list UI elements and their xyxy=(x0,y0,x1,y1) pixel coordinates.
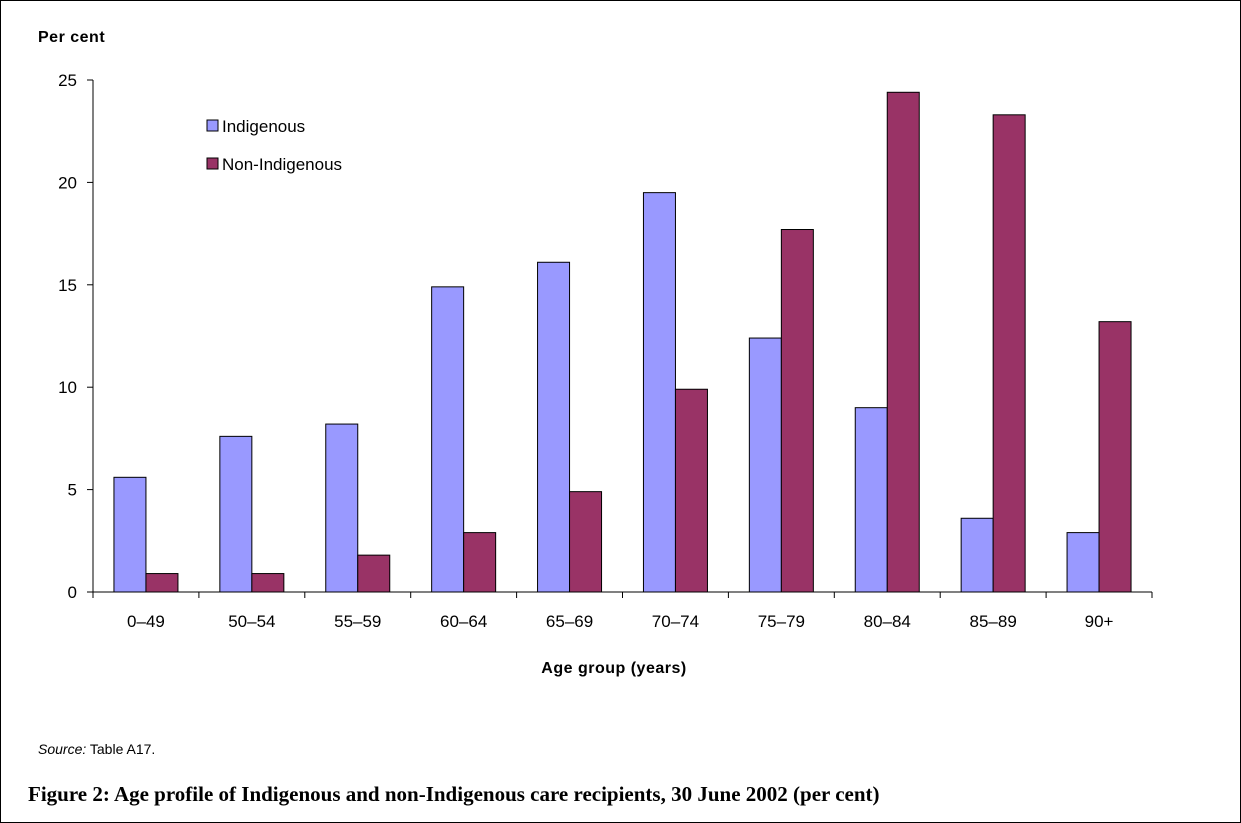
bar-non-indigenous-7 xyxy=(886,91,920,593)
bar-indigenous-3 xyxy=(431,286,465,593)
bar-non-indigenous-6 xyxy=(780,229,814,593)
bar-indigenous-1 xyxy=(219,435,253,593)
x-tick-label: 60–64 xyxy=(440,612,487,631)
x-tick-label: 50–54 xyxy=(228,612,275,631)
x-tick-label: 65–69 xyxy=(546,612,593,631)
legend-label: Indigenous xyxy=(222,117,305,136)
bar-indigenous-2 xyxy=(325,423,359,593)
y-tick-label: 15 xyxy=(58,276,77,295)
source-label: Source: xyxy=(38,741,87,757)
x-tick-label: 75–79 xyxy=(758,612,805,631)
y-tick-label: 10 xyxy=(58,378,77,397)
bar-indigenous-5 xyxy=(642,192,676,593)
bar-non-indigenous-0 xyxy=(145,573,179,593)
x-axis-title: Age group (years) xyxy=(541,660,686,677)
bar-non-indigenous-3 xyxy=(463,532,497,593)
bar-indigenous-6 xyxy=(748,337,782,593)
bar-indigenous-4 xyxy=(537,261,571,593)
x-tick-label: 80–84 xyxy=(864,612,911,631)
bar-non-indigenous-5 xyxy=(674,388,708,593)
legend-swatch xyxy=(206,119,219,132)
bar-non-indigenous-1 xyxy=(251,573,285,593)
bar-indigenous-9 xyxy=(1066,532,1100,593)
x-tick-label: 85–89 xyxy=(970,612,1017,631)
figure-caption: Figure 2: Age profile of Indigenous and … xyxy=(28,782,880,806)
legend: Indigenous Non-Indigenous xyxy=(206,117,342,174)
y-axis: 0 5 10 15 20 25 xyxy=(58,71,94,602)
legend-label: Non-Indigenous xyxy=(222,155,342,174)
legend-swatch xyxy=(206,157,219,170)
bar-non-indigenous-2 xyxy=(357,554,391,593)
bar-non-indigenous-9 xyxy=(1098,321,1132,593)
y-tick-label: 0 xyxy=(68,583,77,602)
y-axis-title: Per cent xyxy=(38,29,105,46)
x-tick-label: 55–59 xyxy=(334,612,381,631)
y-tick-label: 25 xyxy=(58,71,77,90)
y-tick-label: 5 xyxy=(68,481,77,500)
bar-indigenous-8 xyxy=(960,517,994,593)
bar-indigenous-7 xyxy=(854,407,888,593)
y-tick-label: 20 xyxy=(58,173,77,192)
x-tick-label: 70–74 xyxy=(652,612,699,631)
bar-indigenous-0 xyxy=(113,476,147,593)
x-tick-label: 0–49 xyxy=(127,612,165,631)
x-axis: 0–49 50–54 55–59 60–64 65–69 70–74 75–79 80–84 8… xyxy=(92,591,1153,631)
bar-non-indigenous-4 xyxy=(569,491,603,593)
source-text: Table A17. xyxy=(89,741,156,757)
x-tick-label: 90+ xyxy=(1085,612,1114,631)
bar-non-indigenous-8 xyxy=(992,114,1026,593)
source-note: Source: Table A17. xyxy=(38,741,155,757)
bars xyxy=(113,91,1132,593)
